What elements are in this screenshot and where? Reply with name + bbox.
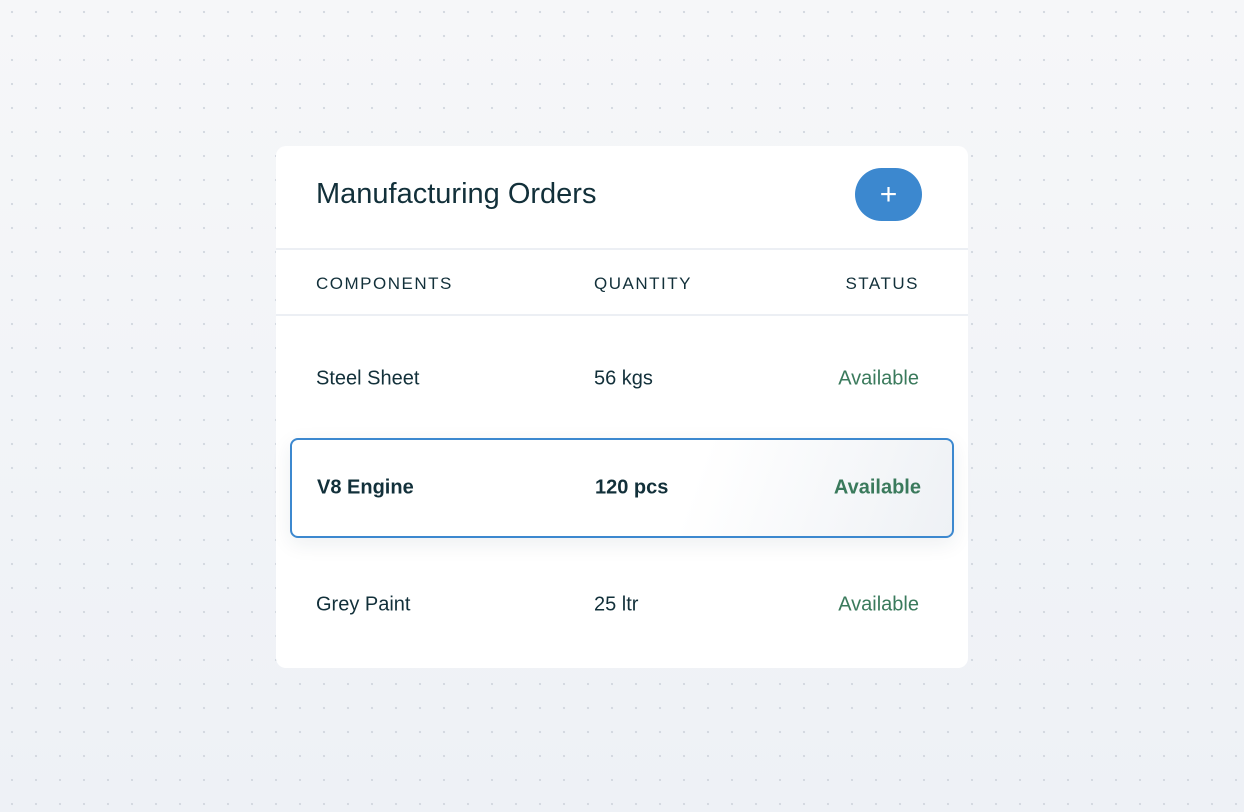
table-row[interactable]: Steel Sheet 56 kgs Available xyxy=(276,331,968,427)
table-row-selected[interactable]: V8 Engine 120 pcs Available xyxy=(290,438,954,538)
component-cell: Steel Sheet xyxy=(316,367,420,390)
quantity-cell: 56 kgs xyxy=(594,367,653,390)
status-cell: Available xyxy=(838,367,919,390)
column-header-quantity: QUANTITY xyxy=(594,274,692,293)
table-row[interactable]: Grey Paint 25 ltr Available xyxy=(276,557,968,653)
quantity-cell: 120 pcs xyxy=(595,476,669,499)
card-header: Manufacturing Orders + xyxy=(276,146,968,250)
card-title: Manufacturing Orders xyxy=(316,178,597,210)
manufacturing-orders-card: Manufacturing Orders + COMPONENTS QUANTI… xyxy=(276,146,968,668)
column-header-components: COMPONENTS xyxy=(316,274,453,293)
component-cell: Grey Paint xyxy=(316,593,411,616)
quantity-cell: 25 ltr xyxy=(594,593,639,616)
status-cell: Available xyxy=(833,476,921,499)
component-cell: V8 Engine xyxy=(317,476,414,499)
column-header-status: STATUS xyxy=(845,274,919,293)
add-order-button[interactable]: + xyxy=(855,168,922,221)
plus-icon: + xyxy=(879,178,898,211)
status-cell: Available xyxy=(838,593,919,616)
table-header: COMPONENTS QUANTITY STATUS xyxy=(276,250,968,316)
